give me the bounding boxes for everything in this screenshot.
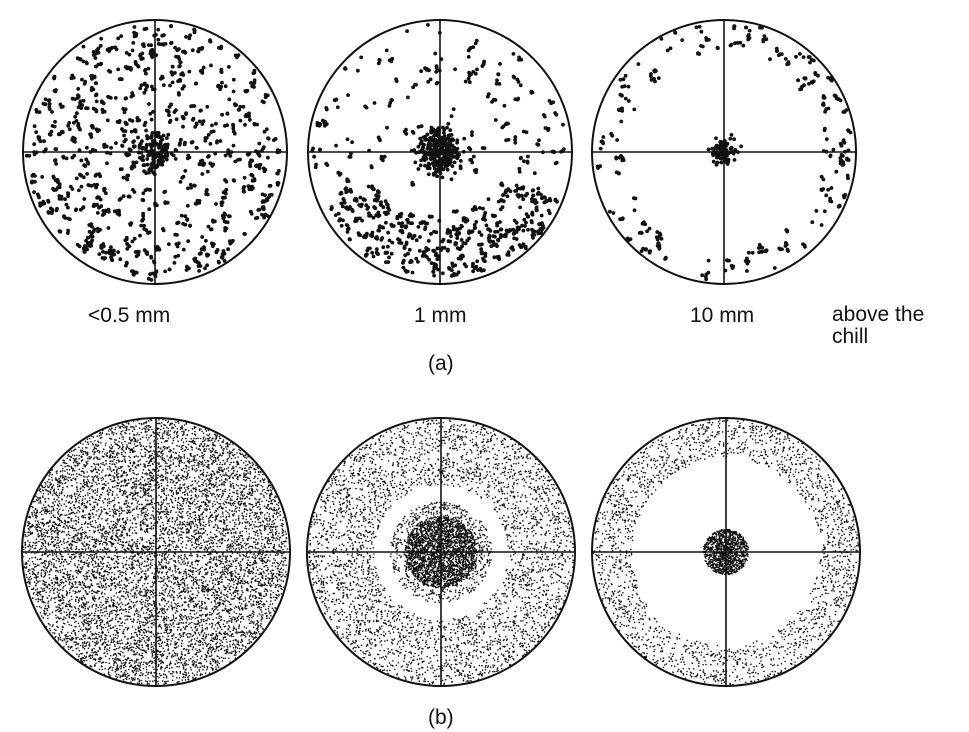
pole-figure-b3 <box>592 418 860 686</box>
pole-figure-b2 <box>307 418 575 686</box>
pole-figure-a2 <box>308 20 572 284</box>
caption-a2: 1 mm <box>414 304 467 328</box>
pole-figure-a3 <box>592 20 856 284</box>
caption-above-the-chill: above the chill <box>832 304 924 348</box>
panel-label-a: (a) <box>428 352 454 376</box>
pole-figure-b1 <box>22 418 290 686</box>
caption-a1: <0.5 mm <box>88 304 170 328</box>
panel-label-b: (b) <box>428 706 454 730</box>
caption-a3: 10 mm <box>690 304 754 328</box>
pole-figure-a1 <box>23 20 287 284</box>
pole-figure-a1-points <box>25 24 282 282</box>
pole-figure-a2-points <box>310 23 565 278</box>
